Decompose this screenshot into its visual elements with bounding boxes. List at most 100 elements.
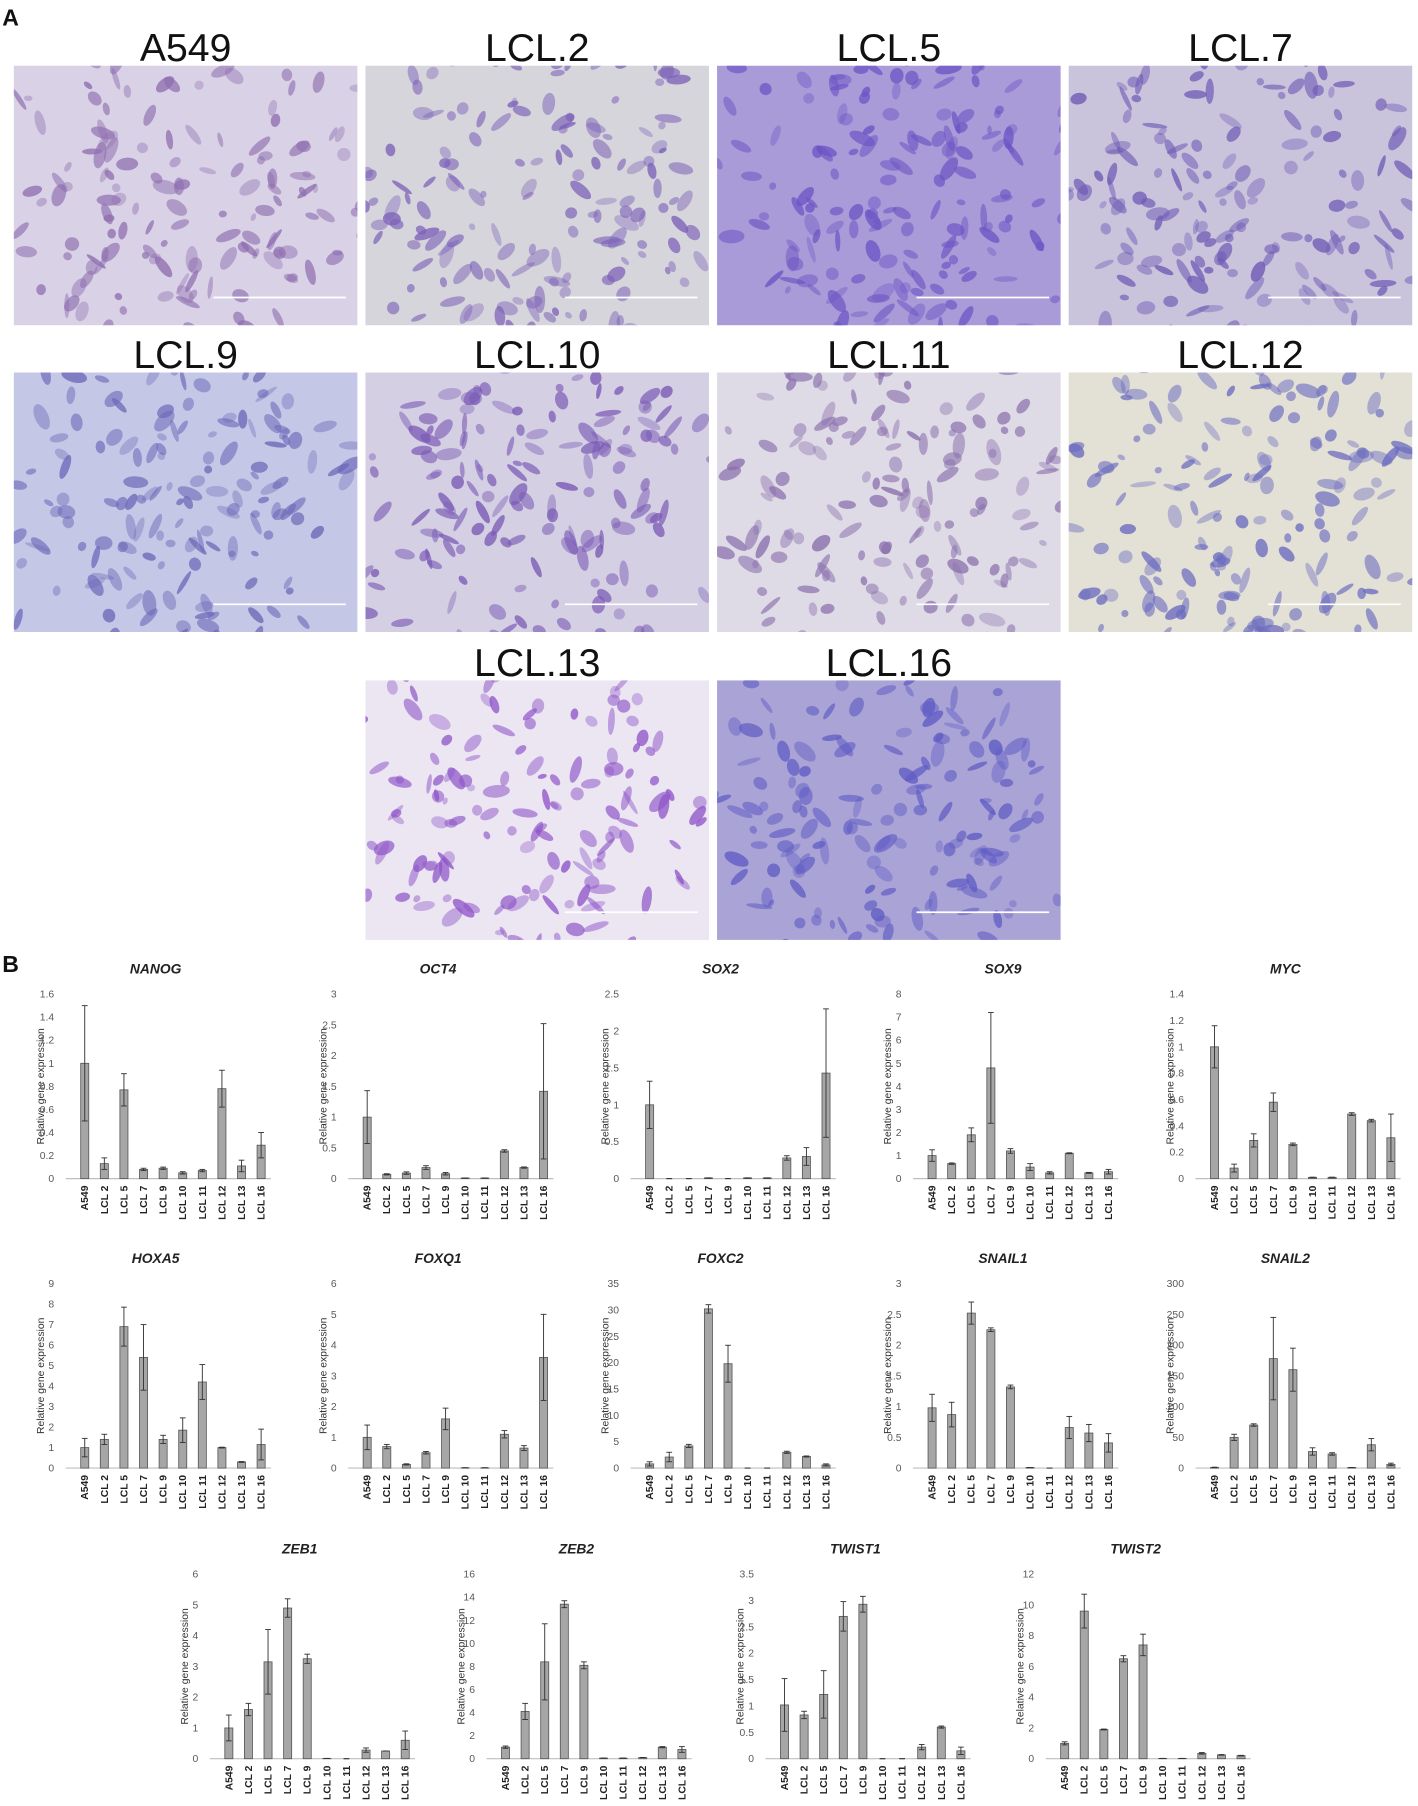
cell bbox=[933, 76, 955, 89]
x-tick-label: LCL 2 bbox=[244, 1765, 255, 1794]
cell bbox=[867, 196, 881, 210]
cell bbox=[749, 825, 758, 834]
cell bbox=[516, 424, 525, 436]
cell bbox=[91, 545, 101, 569]
cell bbox=[1235, 165, 1251, 182]
y-tick-label: 3.5 bbox=[740, 1570, 755, 1581]
cell bbox=[173, 177, 185, 196]
cell bbox=[1154, 265, 1174, 276]
cell bbox=[543, 275, 571, 287]
x-tick-label: LCL 9 bbox=[441, 1475, 452, 1504]
x-tick-label: LCL 5 bbox=[119, 1475, 130, 1504]
y-tick-label: 0 bbox=[469, 1754, 475, 1765]
error-bar bbox=[522, 1702, 529, 1720]
y-tick-label: 1 bbox=[193, 1723, 199, 1734]
cell bbox=[250, 461, 268, 473]
error-bar bbox=[1211, 1025, 1218, 1069]
x-tick-label: LCL 9 bbox=[441, 1185, 452, 1214]
cell bbox=[1310, 125, 1322, 138]
cell bbox=[205, 541, 221, 552]
cell bbox=[891, 82, 901, 100]
y-tick-label: 1.4 bbox=[1170, 990, 1185, 1001]
cell bbox=[724, 851, 749, 867]
cell bbox=[399, 680, 411, 683]
bar bbox=[782, 1451, 792, 1469]
cell bbox=[166, 199, 188, 216]
cell bbox=[636, 487, 650, 513]
y-tick-label: 0.5 bbox=[605, 1137, 620, 1148]
cells bbox=[365, 680, 707, 990]
cell bbox=[564, 530, 578, 555]
cell bbox=[1301, 284, 1317, 300]
cell bbox=[866, 208, 879, 220]
cell bbox=[1121, 609, 1129, 618]
cell bbox=[163, 76, 181, 93]
cell bbox=[760, 475, 777, 498]
cell bbox=[664, 416, 683, 439]
cell bbox=[132, 202, 140, 215]
cell bbox=[1009, 817, 1033, 833]
cell bbox=[1250, 261, 1266, 282]
error-bar bbox=[364, 1424, 371, 1451]
error-bar bbox=[1066, 1152, 1073, 1155]
cell bbox=[832, 416, 848, 426]
cell bbox=[491, 223, 502, 246]
x-tick-label: LCL 13 bbox=[237, 1475, 248, 1510]
micrograph-bg bbox=[365, 65, 709, 326]
cell bbox=[193, 378, 211, 393]
x-tick-label: LCL 12 bbox=[782, 1185, 793, 1220]
cell bbox=[866, 855, 881, 870]
cell bbox=[528, 972, 546, 990]
x-tick-label: LCL 7 bbox=[139, 1475, 150, 1504]
cell bbox=[238, 409, 248, 429]
error-bar bbox=[823, 1008, 829, 1138]
error-bar bbox=[423, 1165, 429, 1170]
cell bbox=[617, 158, 626, 171]
cell bbox=[1203, 467, 1221, 481]
cell bbox=[812, 445, 827, 461]
cell bbox=[219, 247, 237, 270]
cell bbox=[1153, 576, 1163, 586]
cell bbox=[272, 476, 289, 490]
cell bbox=[1018, 558, 1038, 569]
cell bbox=[956, 199, 966, 206]
cell bbox=[817, 562, 836, 583]
x-tick-label: LCL 10 bbox=[1308, 1475, 1319, 1510]
cell bbox=[507, 100, 519, 108]
x-tick-label: LCL 12 bbox=[1065, 1475, 1076, 1510]
cell bbox=[471, 522, 485, 536]
cell bbox=[580, 901, 606, 912]
cell bbox=[217, 132, 224, 148]
cell bbox=[937, 966, 949, 978]
cell bbox=[1250, 383, 1271, 390]
image-label: LCL.11 bbox=[827, 334, 950, 377]
cell bbox=[854, 834, 871, 853]
cell bbox=[750, 841, 768, 849]
cell bbox=[862, 65, 883, 76]
x-tick-label: LCL 13 bbox=[658, 1765, 669, 1800]
y-tick-label: 0 bbox=[748, 1754, 754, 1765]
cell bbox=[1154, 132, 1166, 145]
cell bbox=[1219, 198, 1227, 206]
cell bbox=[1000, 573, 1009, 588]
cell bbox=[480, 190, 487, 198]
x-tick-label: LCL 5 bbox=[684, 1185, 695, 1214]
cell bbox=[578, 422, 599, 445]
cell bbox=[1039, 539, 1047, 547]
error-bar bbox=[364, 1090, 371, 1145]
cell bbox=[1214, 251, 1227, 266]
cell bbox=[176, 571, 192, 595]
cell bbox=[956, 884, 969, 891]
x-tick-label: LCL 10 bbox=[461, 1475, 472, 1510]
cell bbox=[830, 74, 846, 80]
error-bar bbox=[840, 1601, 847, 1632]
cell bbox=[511, 500, 524, 512]
error-bar bbox=[781, 1678, 788, 1732]
cell bbox=[768, 899, 775, 907]
cell bbox=[866, 294, 890, 303]
cell bbox=[851, 389, 857, 405]
cell bbox=[611, 517, 621, 529]
cell bbox=[509, 65, 523, 71]
cell bbox=[1204, 238, 1217, 248]
cell bbox=[581, 535, 603, 553]
